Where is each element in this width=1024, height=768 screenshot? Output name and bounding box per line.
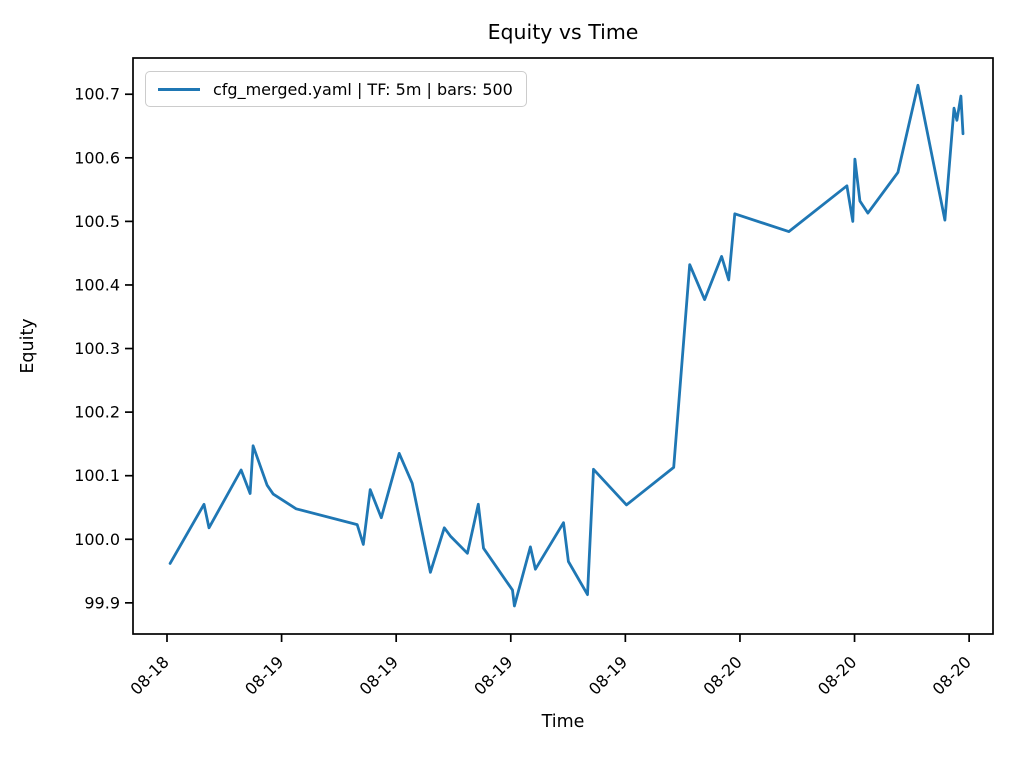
x-tick-label: 08-20 — [929, 652, 975, 698]
y-tick-label: 100.7 — [74, 85, 120, 104]
y-axis-ticks: 99.9 100.0 100.1 100.2 100.3 100.4 100.5 100.6 1… — [74, 85, 133, 612]
y-tick-label: 100.5 — [74, 212, 120, 231]
legend-entry-label: cfg_merged.yaml | TF: 5m | bars: 500 — [213, 79, 513, 99]
y-tick-label: 99.9 — [84, 593, 120, 612]
y-axis-label: Equity — [18, 318, 38, 374]
y-tick-label: 100.3 — [74, 339, 120, 358]
x-tick-label: 08-19 — [585, 652, 631, 698]
y-tick-label: 100.2 — [74, 403, 120, 422]
y-tick-label: 100.1 — [74, 466, 120, 485]
x-tick-label: 08-19 — [470, 652, 516, 698]
legend-box: cfg_merged.yaml | TF: 5m | bars: 500 — [145, 71, 527, 107]
x-tick-label: 08-18 — [127, 652, 173, 698]
x-axis-ticks: 08-18 08-19 08-19 08-19 08-19 08-20 08-20 08-20 — [127, 634, 975, 699]
y-tick-label: 100.0 — [74, 530, 120, 549]
equity-line — [168, 83, 965, 608]
legend-line-swatch — [158, 87, 200, 91]
y-tick-label: 100.6 — [74, 148, 120, 167]
chart-title: Equity vs Time — [487, 20, 639, 44]
x-tick-label: 08-20 — [699, 652, 745, 698]
x-tick-label: 08-19 — [241, 652, 287, 698]
x-axis-label: Time — [541, 712, 585, 732]
plot-border — [132, 57, 994, 635]
y-tick-label: 100.4 — [74, 275, 120, 294]
x-tick-label: 08-19 — [356, 652, 402, 698]
x-tick-label: 08-20 — [814, 652, 860, 698]
